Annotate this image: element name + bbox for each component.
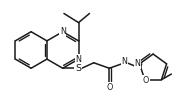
Text: N: N bbox=[76, 55, 81, 64]
Text: S: S bbox=[75, 64, 81, 73]
Text: N: N bbox=[121, 57, 127, 66]
Text: O: O bbox=[106, 83, 112, 92]
Text: H: H bbox=[123, 56, 128, 62]
Text: N: N bbox=[60, 27, 66, 36]
Text: N: N bbox=[135, 59, 140, 68]
Text: O: O bbox=[143, 76, 149, 85]
